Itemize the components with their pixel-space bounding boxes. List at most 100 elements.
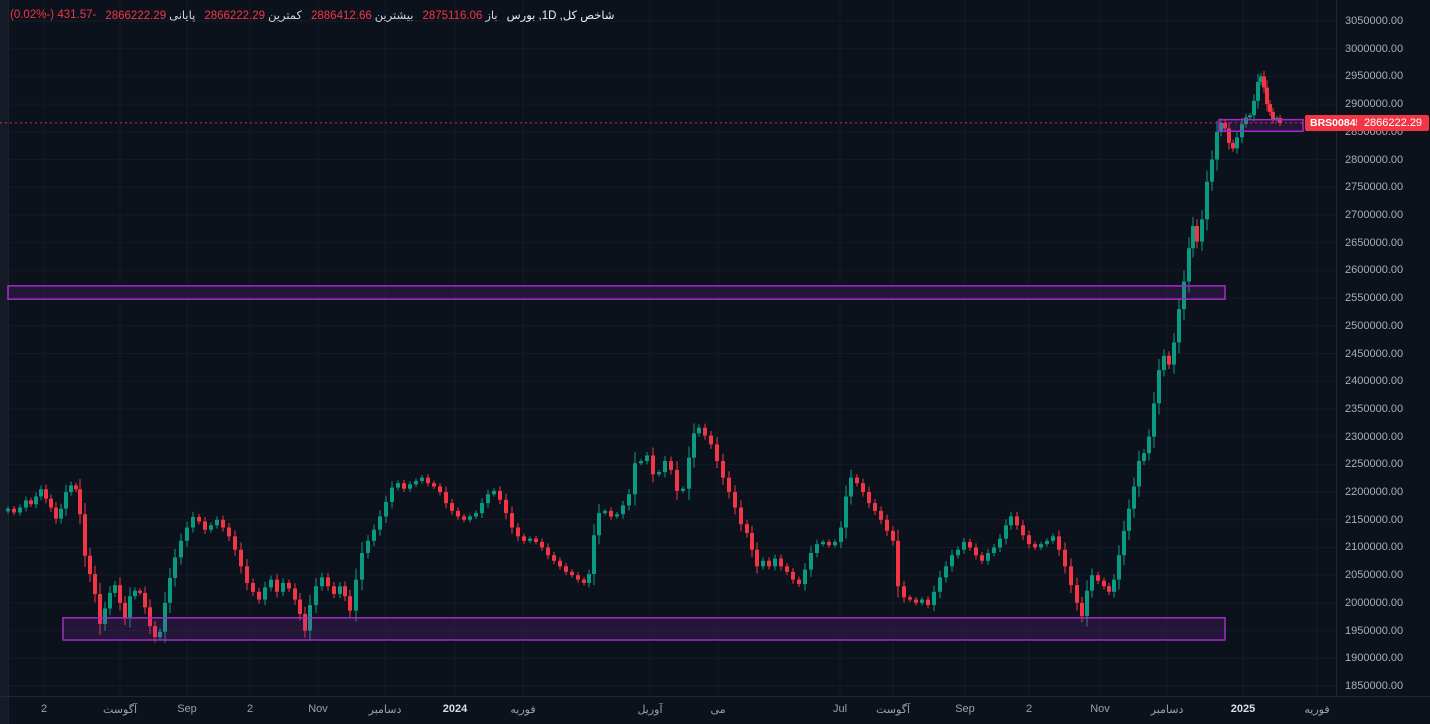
candle-body	[1080, 602, 1084, 617]
candle-body	[564, 566, 568, 572]
price-tick-label: 2000000.00	[1345, 596, 1404, 609]
candle-body	[1127, 508, 1131, 531]
candle-body	[118, 585, 122, 603]
price-axis[interactable]: 3050000.00 3000000.00 2950000.00 2900000.00…	[1337, 0, 1430, 697]
time-axis[interactable]: 2 آگوست Sep 2 Nov دسامبر 2024 فوریه آوریل می Jul آگ…	[0, 697, 1430, 724]
candle-body	[396, 483, 400, 488]
candle-body	[168, 577, 172, 603]
candle-body	[338, 586, 342, 595]
candle-body	[343, 586, 347, 597]
candle-body	[715, 444, 719, 462]
candle-body	[148, 607, 152, 627]
candle-body	[179, 540, 183, 558]
candle-body	[697, 427, 701, 434]
candle-body	[34, 496, 38, 505]
candle-body	[849, 477, 853, 497]
candlestick-chart-surface[interactable]	[0, 0, 1430, 697]
candle-body	[739, 507, 743, 525]
candle-body	[1235, 137, 1239, 149]
candle-body	[6, 508, 10, 512]
candle-body	[821, 541, 825, 545]
candle-body	[558, 560, 562, 567]
candle-body	[504, 499, 508, 514]
candle-body	[93, 574, 97, 595]
candle-body	[709, 435, 713, 445]
price-tick-label: 2300000.00	[1345, 430, 1404, 443]
candle-body	[287, 582, 291, 589]
candle-body	[855, 477, 859, 484]
candle-body	[516, 527, 520, 537]
candle-body	[692, 433, 696, 458]
candle-body	[528, 538, 532, 541]
candle-body	[1195, 226, 1199, 242]
candle-body	[914, 599, 918, 603]
candle-body	[303, 613, 307, 631]
candle-body	[402, 483, 406, 489]
candle-body	[1057, 536, 1061, 550]
candle-body	[251, 582, 255, 592]
candle-body	[510, 513, 514, 528]
candle-body	[1069, 566, 1073, 586]
price-tick-label: 2100000.00	[1345, 541, 1404, 554]
candle-body	[651, 455, 655, 475]
candle-body	[669, 461, 673, 470]
demand-zone-lower	[62, 617, 1226, 641]
candle-body	[944, 566, 948, 578]
price-tick-label: 2400000.00	[1345, 375, 1404, 388]
price-tick-label: 2550000.00	[1345, 292, 1404, 305]
candle-body	[879, 510, 883, 520]
collapsed-toolbar-strip[interactable]	[0, 0, 9, 724]
price-tick-label: 3000000.00	[1345, 42, 1404, 55]
candle-body	[932, 591, 936, 606]
time-tick-label: Sep	[177, 703, 197, 715]
candle-body	[998, 538, 1002, 548]
candle-body	[926, 599, 930, 606]
candle-body	[1223, 122, 1227, 129]
candle-body	[298, 599, 302, 614]
candle-body	[209, 525, 213, 530]
price-zone-right	[1218, 118, 1304, 133]
candle-body	[827, 541, 831, 546]
candle-body	[1107, 586, 1111, 592]
price-line-symbol-label: BRS00845	[1305, 114, 1367, 131]
candle-body	[1268, 104, 1272, 112]
candle-body	[113, 585, 117, 593]
candle-body	[185, 527, 189, 541]
candle-body	[1112, 579, 1116, 592]
candle-body	[98, 594, 102, 624]
time-tick-label: Jul	[832, 703, 848, 715]
candle-body	[1021, 525, 1025, 536]
candle-body	[1256, 81, 1260, 101]
time-axis-separator	[0, 696, 1430, 697]
candle-body	[570, 571, 574, 576]
candle-body	[143, 592, 147, 608]
candle-body	[1259, 76, 1263, 82]
candle-body	[986, 553, 990, 561]
candle-body	[432, 483, 436, 487]
candle-body	[197, 516, 201, 522]
price-axis-separator	[1336, 0, 1337, 697]
candle-body	[1244, 117, 1248, 125]
candle-body	[797, 579, 801, 585]
candle-body	[534, 538, 538, 542]
candle-body	[803, 569, 807, 585]
candle-body	[49, 498, 53, 508]
price-tick-label: 2750000.00	[1345, 181, 1404, 194]
candle-body	[133, 590, 137, 597]
symbol-title[interactable]: شاخص کل, 1D, بورس	[506, 10, 615, 22]
candle-body	[59, 508, 63, 519]
candle-body	[1004, 525, 1008, 539]
legend-close: پایانی2866222.29	[105, 10, 196, 22]
candle-body	[809, 553, 813, 570]
candle-body	[123, 602, 127, 619]
candle-body	[615, 514, 619, 517]
candle-body	[675, 469, 679, 491]
candle-body	[1205, 181, 1209, 220]
candle-body	[378, 516, 382, 530]
legend-low: کمترین2866222.29	[204, 10, 302, 22]
candle-body	[1210, 159, 1214, 182]
candle-body	[74, 485, 78, 490]
candle-body	[64, 492, 68, 509]
legend-high: بیشترین2886412.66	[310, 10, 414, 22]
candle-body	[546, 547, 550, 556]
